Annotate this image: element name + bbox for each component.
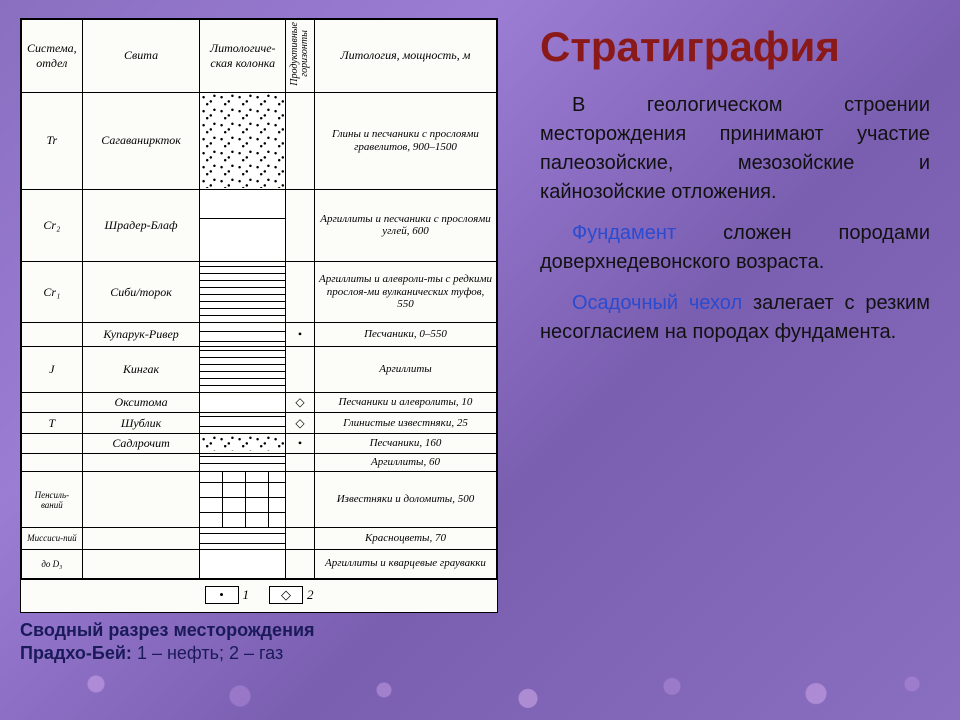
paragraph-3: Осадочный чехол залегает с резким несогл…: [540, 289, 930, 347]
header-row: Система, отдел Свита Литологиче-ская кол…: [22, 20, 497, 93]
cell-description: Песчаники, 0–550: [314, 323, 496, 346]
hdr-system: Система, отдел: [22, 20, 83, 93]
cell-lith-column: [200, 261, 286, 323]
cell-system: T: [22, 413, 83, 433]
cell-svita: Окситома: [82, 393, 200, 413]
cell-system: Миссиси-пий: [22, 528, 83, 549]
strat-row: Купарук-Ривер •Песчаники, 0–550: [22, 323, 497, 346]
strat-row: до D₃ Аргиллиты и кварцевые граувакки: [22, 549, 497, 578]
hdr-column: Литологиче-ская колонка: [200, 20, 286, 93]
cell-prod: [286, 346, 315, 393]
cell-svita: Купарук-Ривер: [82, 323, 200, 346]
cell-prod: ◇: [286, 413, 315, 433]
cell-system: [22, 323, 83, 346]
cell-prod: [286, 92, 315, 189]
cell-lith-column: [200, 413, 286, 433]
stratigraphic-table: Система, отдел Свита Литологиче-ская кол…: [20, 18, 498, 613]
cell-lith-column: [200, 393, 286, 413]
cell-description: Песчаники, 160: [314, 433, 496, 453]
cell-svita: [82, 528, 200, 549]
legend-item-2: ◇2: [269, 586, 314, 604]
strat-row: Cr₂Шрадер-Блаф Аргиллиты и песчаники с пр…: [22, 189, 497, 261]
cell-lith-column: [200, 549, 286, 578]
cell-description: Аргиллиты и алевроли-ты с редкими просло…: [314, 261, 496, 323]
cell-lith-column: [200, 471, 286, 528]
legend: •1 ◇2: [21, 579, 497, 609]
legend-symbol-1: •: [205, 586, 239, 604]
strat-grid: Система, отдел Свита Литологиче-ская кол…: [21, 19, 497, 579]
cell-lith-column: [200, 453, 286, 471]
slide-content: Система, отдел Свита Литологиче-ская кол…: [0, 0, 960, 720]
hdr-svita: Свита: [82, 20, 200, 93]
cell-lith-column: [200, 323, 286, 346]
cell-prod: [286, 453, 315, 471]
strat-row: Cr₁Сиби/торок Аргиллиты и алевроли-ты с р…: [22, 261, 497, 323]
cell-description: Красноцветы, 70: [314, 528, 496, 549]
left-column: Система, отдел Свита Литологиче-ская кол…: [20, 18, 510, 710]
hdr-prod: Продуктивные горизонты: [286, 20, 315, 93]
paragraph-1: В геологическом строении месторождения п…: [540, 91, 930, 207]
cell-description: Аргиллиты: [314, 346, 496, 393]
legend-item-1: •1: [205, 586, 250, 604]
strat-row: Садлрочит •Песчаники, 160: [22, 433, 497, 453]
cell-system: Cr₁: [22, 261, 83, 323]
cell-svita: [82, 453, 200, 471]
cell-system: Tr: [22, 92, 83, 189]
cell-prod: [286, 549, 315, 578]
cell-system: [22, 453, 83, 471]
strat-row: Аргиллиты, 60: [22, 453, 497, 471]
strat-row: Миссиси-пий Красноцветы, 70: [22, 528, 497, 549]
slide-title: Стратиграфия: [540, 23, 930, 71]
cell-lith-column: [200, 433, 286, 453]
hdr-lith: Литология, мощность, м: [314, 20, 496, 93]
cell-prod: •: [286, 433, 315, 453]
cell-system: до D₃: [22, 549, 83, 578]
strat-row: Пенсиль-ваний Известняки и доломиты, 500: [22, 471, 497, 528]
paragraph-2: Фундамент сложен породами доверхнедевонс…: [540, 219, 930, 277]
cell-description: Аргиллиты, 60: [314, 453, 496, 471]
cell-description: Аргиллиты и кварцевые граувакки: [314, 549, 496, 578]
cell-prod: [286, 528, 315, 549]
legend-symbol-2: ◇: [269, 586, 303, 604]
cell-system: J: [22, 346, 83, 393]
cell-lith-column: [200, 92, 286, 189]
strat-row: JКингак Аргиллиты: [22, 346, 497, 393]
figure-caption: Сводный разрез месторождения Прадхо-Бей:…: [20, 619, 510, 666]
cell-prod: •: [286, 323, 315, 346]
cell-lith-column: [200, 346, 286, 393]
cell-system: Cr₂: [22, 189, 83, 261]
cell-svita: Сагаваниркток: [82, 92, 200, 189]
cell-svita: [82, 549, 200, 578]
cell-system: [22, 433, 83, 453]
cell-prod: ◇: [286, 393, 315, 413]
cell-lith-column: [200, 189, 286, 261]
strat-row: TrСагаваниркток Глины и песчаники с просл…: [22, 92, 497, 189]
cell-system: [22, 393, 83, 413]
cell-system: Пенсиль-ваний: [22, 471, 83, 528]
strat-row: Окситома ◇Песчаники и алевролиты, 10: [22, 393, 497, 413]
cell-svita: Сиби/торок: [82, 261, 200, 323]
cell-description: Песчаники и алевролиты, 10: [314, 393, 496, 413]
cell-prod: [286, 189, 315, 261]
cell-description: Глинистые известняки, 25: [314, 413, 496, 433]
cell-svita: Шрадер-Блаф: [82, 189, 200, 261]
cell-description: Аргиллиты и песчаники с прослоями углей,…: [314, 189, 496, 261]
cell-svita: Кингак: [82, 346, 200, 393]
cell-prod: [286, 261, 315, 323]
cell-svita: Садлрочит: [82, 433, 200, 453]
right-column: Стратиграфия В геологическом строении ме…: [510, 18, 930, 710]
cell-svita: [82, 471, 200, 528]
cell-lith-column: [200, 528, 286, 549]
cell-description: Известняки и доломиты, 500: [314, 471, 496, 528]
cell-svita: Шублик: [82, 413, 200, 433]
cell-description: Глины и песчаники с прослоями гравелитов…: [314, 92, 496, 189]
cell-prod: [286, 471, 315, 528]
strat-row: TШублик ◇Глинистые известняки, 25: [22, 413, 497, 433]
body-text: В геологическом строении месторождения п…: [540, 91, 930, 347]
